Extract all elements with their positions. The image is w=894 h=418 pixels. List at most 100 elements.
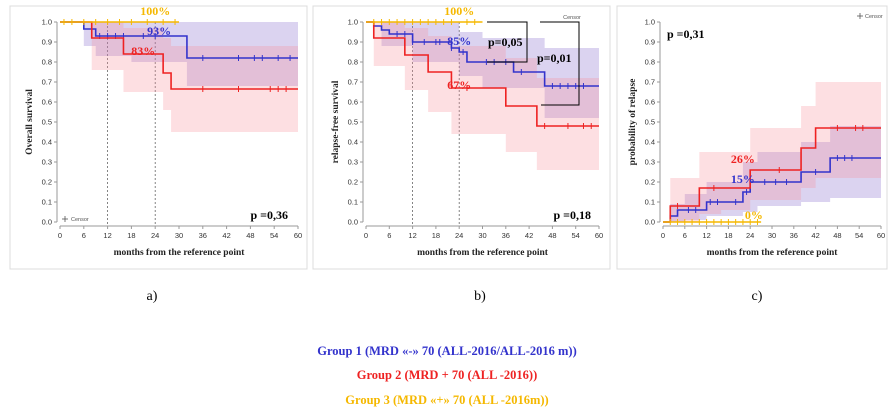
percent-label: 0%: [745, 208, 763, 222]
x-axis-title: months from the reference point: [417, 248, 549, 258]
x-tick-label: 42: [811, 231, 819, 240]
ci-band-group-2: [366, 22, 599, 170]
y-axis-title: Overall survival: [25, 89, 35, 155]
x-tick-label: 12: [103, 231, 111, 240]
series-line-group-1: [663, 157, 881, 223]
percent-label: 93%: [147, 24, 171, 38]
y-tick-label: 0.3: [348, 158, 358, 167]
panel-sublabel: b): [474, 289, 486, 304]
p-value-pairwise-2: p=0,01: [537, 51, 572, 65]
censor-legend: Censor: [71, 217, 89, 223]
y-tick-label: 0.7: [348, 78, 358, 87]
panel-c: 0.0 0.1 0.2 0.3 0.4 0.5 0.6 0.7 0.8 0.9 1.0 0 6 12 18 2…: [616, 5, 888, 304]
x-tick-label: 12: [702, 231, 710, 240]
x-tick-label: 48: [548, 231, 556, 240]
series-line-group-2: [366, 21, 599, 127]
y-tick-label: 0.1: [42, 198, 52, 207]
percent-label: 100%: [140, 4, 170, 18]
p-value: p =0,18: [553, 208, 591, 222]
percent-label: 100%: [444, 4, 474, 18]
y-tick-label: 0.2: [348, 178, 358, 187]
x-tick-label: 36: [790, 231, 798, 240]
y-tick-label: 0.4: [645, 138, 655, 147]
y-tick-label: 0.5: [42, 118, 52, 127]
y-tick-label: 0.7: [645, 78, 655, 87]
comparison-bracket: [540, 21, 580, 106]
x-tick-label: 48: [833, 231, 841, 240]
x-tick-label: 6: [683, 231, 687, 240]
panel-sublabel: c): [752, 289, 763, 304]
ci-band-group-2: [60, 22, 298, 132]
percent-label: 26%: [731, 152, 755, 166]
panel-a: 0.0 0.1 0.2 0.3 0.4 0.5 0.6 0.7 0.8 0.9 1.0 0 6 12 18 2…: [9, 4, 308, 304]
y-tick-label: 1.0: [42, 18, 52, 27]
censor-legend: Censor: [865, 14, 883, 20]
y-tick-label: 0.4: [42, 138, 52, 147]
y-tick-label: 0.4: [348, 138, 358, 147]
y-tick-label: 0.6: [42, 98, 52, 107]
p-value: p =0,31: [667, 27, 705, 41]
series-line-group-2: [663, 127, 881, 223]
x-tick-label: 18: [432, 231, 440, 240]
y-tick-label: 0.0: [42, 218, 52, 227]
censor-legend: Censor: [563, 15, 581, 21]
x-tick-label: 0: [661, 231, 665, 240]
panel-frame: [616, 5, 888, 270]
panel-sublabel: a): [147, 289, 158, 304]
percent-label: 67%: [447, 78, 471, 92]
x-tick-label: 54: [270, 231, 278, 240]
y-tick-label: 0.6: [645, 98, 655, 107]
x-tick-label: 42: [222, 231, 230, 240]
y-tick-label: 0.0: [348, 218, 358, 227]
y-tick-label: 0.3: [645, 158, 655, 167]
y-tick-label: 0.8: [348, 58, 358, 67]
percent-label: 83%: [131, 44, 155, 58]
x-tick-label: 30: [768, 231, 776, 240]
y-tick-label: 1.0: [645, 18, 655, 27]
x-tick-label: 6: [387, 231, 391, 240]
ci-band-group-1: [366, 22, 599, 118]
y-tick-label: 0.2: [645, 178, 655, 187]
ci-band-group-2: [663, 82, 881, 222]
y-axis-title: probability of relapse: [628, 79, 638, 166]
x-tick-label: 36: [199, 231, 207, 240]
x-tick-label: 12: [408, 231, 416, 240]
x-tick-label: 48: [246, 231, 254, 240]
y-tick-label: 0.9: [348, 38, 358, 47]
legend-group-3: Group 3 (MRD «+» 70 (ALL -2016m)): [345, 393, 549, 407]
percent-label: 85%: [447, 34, 471, 48]
y-tick-label: 0.0: [645, 218, 655, 227]
y-tick-label: 0.7: [42, 78, 52, 87]
x-tick-label: 0: [364, 231, 368, 240]
x-tick-label: 60: [877, 231, 885, 240]
y-tick-label: 0.8: [645, 58, 655, 67]
x-tick-label: 30: [478, 231, 486, 240]
y-tick-label: 0.1: [348, 198, 358, 207]
x-tick-label: 6: [82, 231, 86, 240]
x-axis-title: months from the reference point: [114, 248, 246, 258]
y-tick-label: 0.5: [645, 118, 655, 127]
percent-label: 15%: [731, 172, 755, 186]
y-tick-label: 0.9: [645, 38, 655, 47]
panel-frame: [9, 5, 308, 270]
y-tick-label: 1.0: [348, 18, 358, 27]
y-tick-label: 0.8: [42, 58, 52, 67]
y-tick-label: 0.9: [42, 38, 52, 47]
y-tick-label: 0.1: [645, 198, 655, 207]
legend-group-2: Group 2 (MRD + 70 (ALL -2016)): [356, 368, 538, 382]
panel-frame: [312, 5, 611, 270]
x-tick-label: 60: [595, 231, 603, 240]
p-value-pairwise-1: p=0,05: [488, 35, 523, 49]
series-line-group-2: [60, 21, 298, 90]
comparison-bracket: [487, 21, 528, 63]
ci-band-group-1: [663, 126, 881, 222]
legend-group-1: Group 1 (MRD «-» 70 (ALL-2016/ALL-2016 m…: [317, 344, 577, 358]
panel-b: 0.0 0.1 0.2 0.3 0.4 0.5 0.6 0.7 0.8 0.9 1.0 0 6 12 18 2…: [312, 4, 611, 304]
x-tick-label: 24: [455, 231, 463, 240]
x-tick-label: 54: [572, 231, 580, 240]
y-tick-label: 0.6: [348, 98, 358, 107]
x-tick-label: 60: [294, 231, 302, 240]
x-tick-label: 42: [525, 231, 533, 240]
y-tick-label: 0.5: [348, 118, 358, 127]
